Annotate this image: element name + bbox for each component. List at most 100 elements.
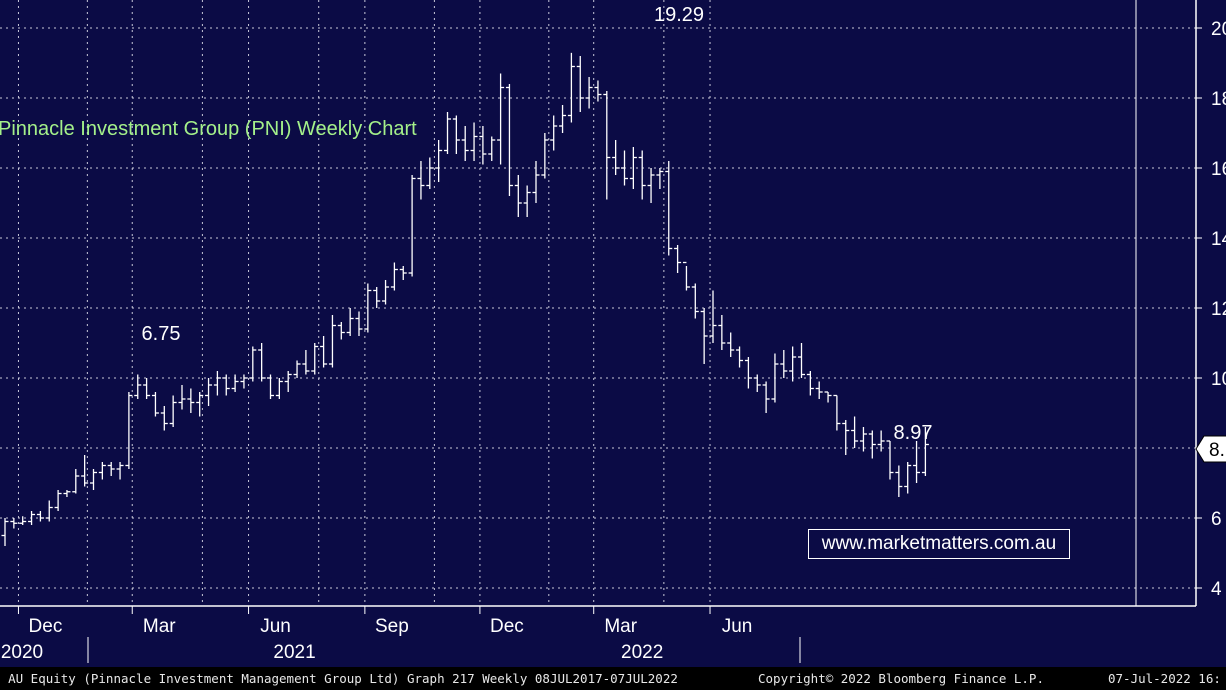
ohlc-bar	[240, 374, 248, 389]
ohlc-bar	[143, 378, 151, 399]
annotation-label: 19.29	[654, 4, 704, 26]
ohlc-bar	[656, 168, 664, 189]
ohlc-bar	[178, 385, 186, 410]
ohlc-bar	[567, 52, 575, 123]
ohlc-bar	[638, 150, 646, 200]
ohlc-bar	[399, 266, 407, 280]
ohlc-bar	[806, 371, 814, 396]
x-month-label: Dec	[29, 616, 63, 637]
ohlc-bar	[284, 371, 292, 392]
ohlc-bar	[514, 175, 522, 217]
ohlc-bar	[559, 105, 567, 133]
ohlc-bar	[497, 73, 505, 165]
footer-bar: PNI AU Equity (Pinnacle Investment Manag…	[0, 667, 1226, 690]
ohlc-bar	[780, 350, 788, 378]
y-tick-label: 12	[1211, 299, 1226, 320]
ohlc-bar	[674, 245, 682, 273]
ohlc-bar	[762, 381, 770, 413]
ohlc-bar	[63, 490, 71, 497]
ohlc-bar	[488, 136, 496, 161]
annotations: 19.29 6.75 8.97 8.	[142, 4, 1226, 463]
ohlc-bar	[665, 161, 673, 256]
y-tick-label: 20	[1211, 19, 1226, 40]
ohlc-bar	[824, 391, 832, 403]
ohlc-bar	[452, 115, 460, 154]
axes: 201816141210864DecMarJunSepDecMarJun2020…	[0, 0, 1226, 663]
ohlc-bar	[612, 140, 620, 175]
ohlc-bar	[107, 462, 115, 476]
ohlc-bar	[328, 315, 336, 368]
ohlc-bar	[187, 388, 195, 413]
ohlc-bar	[382, 280, 390, 305]
ohlc-bar	[444, 112, 451, 154]
ohlc-bar	[19, 516, 27, 525]
y-tick-label: 16	[1211, 159, 1226, 180]
ohlc-bar	[895, 465, 903, 497]
ohlc-bar	[550, 115, 558, 151]
ohlc-bar	[691, 283, 699, 319]
ohlc-bar	[81, 455, 89, 487]
ohlc-bar	[815, 381, 823, 399]
ohlc-bar	[390, 262, 398, 291]
ohlc-bar	[98, 462, 106, 480]
ohlc-bar	[682, 261, 690, 291]
ohlc-bar	[320, 336, 328, 368]
ohlc-bar	[523, 185, 531, 217]
ohlc-bar	[789, 346, 797, 382]
x-month-label: Mar	[604, 616, 637, 637]
ohlc-bar	[532, 161, 540, 203]
x-month-label: Dec	[490, 616, 524, 637]
ohlc-bar	[134, 374, 142, 399]
ohlc-bar	[541, 133, 549, 179]
grid-lines	[0, 0, 1196, 606]
ohlc-bar	[10, 518, 18, 529]
y-tick-label: 4	[1211, 579, 1222, 600]
ohlc-bar	[886, 440, 894, 480]
ohlc-bars	[1, 52, 929, 546]
ohlc-bar	[585, 77, 593, 109]
ohlc-bar	[461, 126, 469, 161]
ohlc-bar	[921, 427, 929, 476]
x-year-label: 2021	[273, 642, 315, 663]
ohlc-bar	[859, 427, 867, 452]
ohlc-bar	[346, 308, 354, 336]
ohlc-bar	[125, 392, 133, 469]
ohlc-bar	[364, 283, 372, 333]
ohlc-bar	[647, 168, 655, 203]
ohlc-bar	[842, 420, 850, 455]
ohlc-bar	[302, 350, 310, 375]
ohlc-bar	[408, 175, 416, 277]
ohlc-bar	[213, 371, 221, 396]
x-year-label: 2022	[621, 642, 663, 663]
ohlc-bar	[603, 91, 611, 200]
y-tick-label: 14	[1211, 229, 1226, 250]
ohlc-bar	[151, 392, 159, 417]
last-price-label: 8.	[1209, 440, 1225, 461]
ohlc-bar	[629, 147, 637, 189]
footer-security-info: PNI AU Equity (Pinnacle Investment Manag…	[0, 671, 678, 686]
watermark-link[interactable]: www.marketmatters.com.au	[808, 529, 1070, 559]
ohlc-bar	[479, 126, 487, 165]
ohlc-bar	[72, 469, 80, 494]
ohlc-bar	[355, 311, 363, 336]
ohlc-bar	[718, 315, 726, 350]
y-tick-label: 18	[1211, 89, 1226, 110]
annotation-label: 8.97	[894, 422, 933, 444]
annotation-label: 6.75	[142, 323, 181, 345]
ohlc-bar	[417, 161, 425, 200]
last-price-tag	[1195, 435, 1226, 463]
ohlc-bar	[727, 332, 735, 357]
y-tick-label: 10	[1211, 369, 1226, 390]
ohlc-bar	[90, 469, 97, 490]
ohlc-bar	[1, 518, 9, 546]
x-month-label: Sep	[375, 616, 409, 637]
price-chart: 201816141210864DecMarJunSepDecMarJun2020…	[0, 0, 1226, 663]
x-month-label: Mar	[143, 616, 176, 637]
ohlc-bar	[877, 430, 885, 452]
ohlc-bar	[231, 374, 239, 392]
ohlc-bar	[337, 322, 345, 340]
x-month-label: Jun	[260, 616, 291, 637]
ohlc-bar	[28, 511, 36, 525]
ohlc-bar	[505, 84, 513, 196]
